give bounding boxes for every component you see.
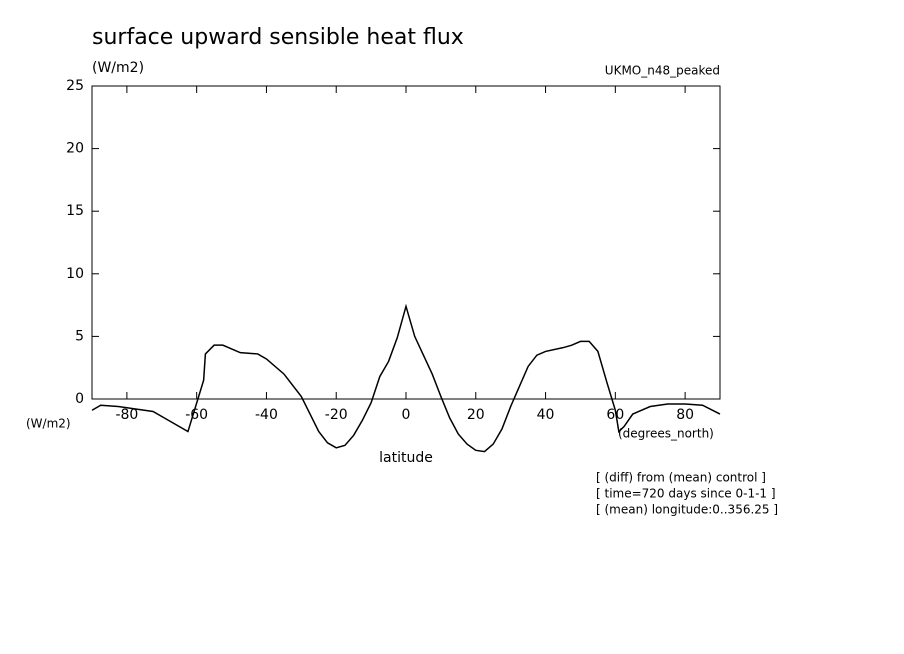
y-tick-label: 10 (66, 266, 84, 282)
chart-title: surface upward sensible heat flux (92, 25, 464, 50)
x-tick-label: 80 (676, 407, 694, 423)
y-axis-units: (W/m2) (26, 417, 71, 431)
x-tick-label: 40 (537, 407, 555, 423)
note: [ (diff) from (mean) control ] (596, 471, 766, 485)
x-tick-label: 0 (402, 407, 411, 423)
x-tick-label: -20 (325, 407, 348, 423)
dataset-label: UKMO_n48_peaked (605, 64, 720, 78)
x-tick-label: -60 (185, 407, 208, 423)
data-line (91, 303, 721, 453)
y-tick-label: 0 (75, 391, 84, 407)
y-tick-label: 25 (66, 78, 84, 94)
x-axis-units: (degrees_north) (618, 427, 714, 441)
units-top: (W/m2) (92, 60, 144, 76)
x-tick-label: -80 (115, 407, 138, 423)
x-tick-label: -40 (255, 407, 278, 423)
x-tick-label: 20 (467, 407, 485, 423)
y-tick-label: 15 (66, 203, 84, 219)
y-tick-label: 20 (66, 141, 84, 157)
note: [ (mean) longitude:0..356.25 ] (596, 503, 778, 517)
note: [ time=720 days since 0-1-1 ] (596, 487, 776, 501)
plot-frame (91, 85, 721, 400)
x-axis-label: latitude (379, 450, 433, 466)
x-tick-label: 60 (606, 407, 624, 423)
y-tick-label: 5 (75, 328, 84, 344)
